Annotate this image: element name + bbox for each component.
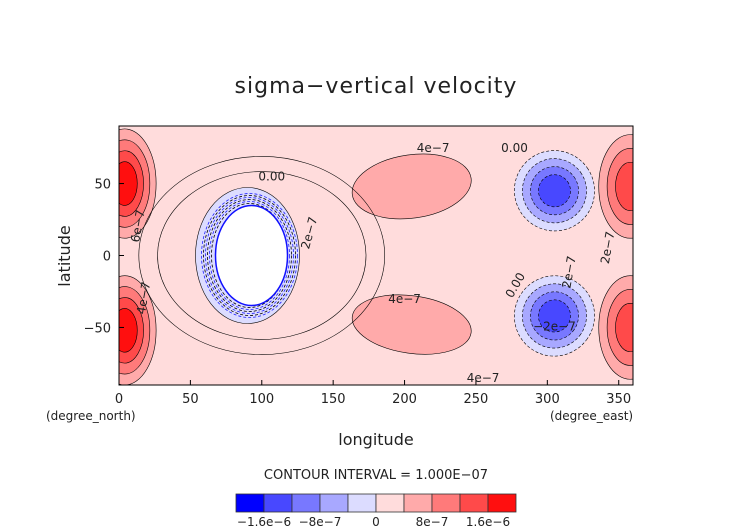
x-tick-label: 350 xyxy=(606,392,631,407)
contour-label: −2e−7 xyxy=(533,319,576,333)
y-tick-label: −50 xyxy=(84,321,111,336)
colorbar-swatch xyxy=(291,493,321,513)
contour-cell xyxy=(351,153,472,220)
colorbar-swatch xyxy=(263,493,293,513)
contour-cell xyxy=(538,299,571,333)
negative-contour xyxy=(203,195,296,316)
colorbar-tick-label: 8e−7 xyxy=(416,515,449,529)
missing-data-hole xyxy=(214,204,289,307)
colorbar-swatch xyxy=(347,493,377,513)
y-tick-label: 50 xyxy=(94,178,111,193)
contour-label: 4e−7 xyxy=(417,141,450,155)
contour-cell xyxy=(615,302,633,352)
y-axis: −50 0 50 xyxy=(84,178,124,336)
x-tick-label: 300 xyxy=(535,392,560,407)
contour-label: 4e−7 xyxy=(134,281,153,316)
x-tick-label: 250 xyxy=(464,392,489,407)
colorbar-tick-label: 1.6e−6 xyxy=(466,515,510,529)
contour-cell xyxy=(538,174,571,208)
contour-line xyxy=(157,171,367,340)
contour-interval-label: CONTOUR INTERVAL = 1.000E−07 xyxy=(264,468,488,483)
contour-cell xyxy=(351,294,472,355)
contour-cell xyxy=(615,161,633,211)
x-tick-label: 50 xyxy=(182,392,199,407)
chart-title: sigma−vertical velocity xyxy=(235,74,518,99)
x-tick-label: 150 xyxy=(321,392,346,407)
colorbar-tick-label: −8e−7 xyxy=(299,515,342,529)
contour-cell xyxy=(119,308,138,353)
colorbar-swatch xyxy=(487,493,517,513)
contour-line xyxy=(138,156,386,355)
contour-label: 0.00 xyxy=(258,170,285,184)
contour-label: 4e−7 xyxy=(388,292,421,306)
negative-contour xyxy=(209,201,290,310)
y-tick-label: 0 xyxy=(103,250,111,265)
colorbar-tick-label: 0 xyxy=(372,515,380,529)
negative-contour xyxy=(205,197,294,314)
x-tick-label: 0 xyxy=(115,392,123,407)
colorbar-tick-label: −1.6e−6 xyxy=(237,515,291,529)
colorbar: −1.6e−6 −8e−7 0 8e−7 1.6e−6 xyxy=(235,493,517,529)
contour-cell xyxy=(119,161,138,206)
contour-label: 2e−7 xyxy=(559,255,578,290)
colorbar-swatch xyxy=(431,493,461,513)
contour-field xyxy=(119,126,633,385)
colorbar-swatch xyxy=(403,493,433,513)
contour-label: 2e−7 xyxy=(598,230,617,265)
contour-label: 6e−7 xyxy=(128,209,147,244)
y-unit-label: (degree_north) xyxy=(46,409,136,423)
x-tick-label: 200 xyxy=(392,392,417,407)
x-unit-label: (degree_east) xyxy=(550,409,633,423)
x-axis: 0 50 100 150 200 250 300 350 xyxy=(115,380,631,407)
contour-label: 4e−7 xyxy=(467,371,500,385)
colorbar-swatch xyxy=(235,493,265,513)
x-tick-label: 100 xyxy=(249,392,274,407)
colorbar-swatch xyxy=(375,493,405,513)
colorbar-swatch xyxy=(459,493,489,513)
x-axis-label: longitude xyxy=(338,430,413,449)
colorbar-swatch xyxy=(319,493,349,513)
contour-label: 0.00 xyxy=(501,141,528,155)
y-axis-label: latitude xyxy=(55,225,74,286)
negative-contour xyxy=(201,193,298,318)
negative-contour xyxy=(207,199,292,312)
